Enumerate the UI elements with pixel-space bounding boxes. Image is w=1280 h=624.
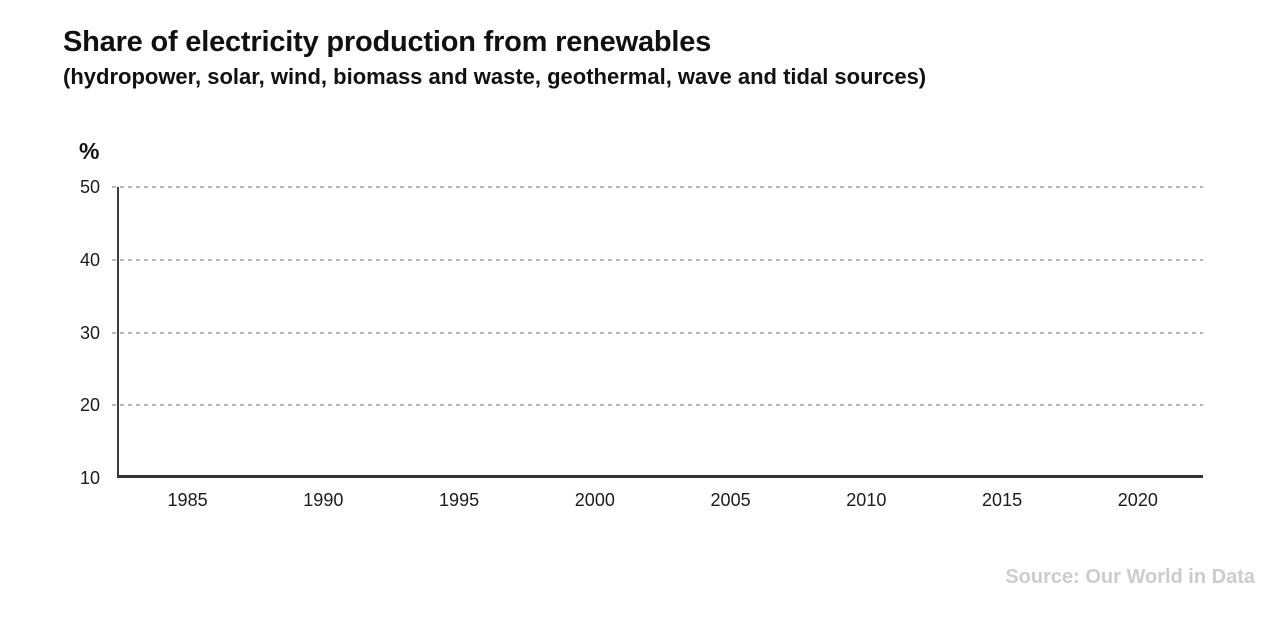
x-tick-label: 2000 [574,490,615,510]
chart-subtitle: (hydropower, solar, wind, biomass and wa… [63,64,927,89]
x-tick-label: 2005 [710,490,751,510]
y-tick-label: 50 [79,177,100,197]
gridline [112,404,1203,407]
x-tick-label: 1985 [167,490,208,510]
source-attribution: Source: Our World in Data [1005,566,1255,588]
x-axis-line [117,475,1203,478]
y-axis-unit-label: % [79,138,100,164]
gridline [112,186,1203,188]
chart-title: Share of electricity production from ren… [63,26,712,58]
y-tick-label: 30 [79,322,100,343]
x-tick-label: 2010 [846,490,887,510]
x-tick-label: 1995 [439,490,480,510]
x-tick-label: 2020 [1117,490,1158,510]
y-tick-label: 40 [79,249,100,270]
y-tick-label: 20 [79,395,100,416]
gridline [112,258,1203,261]
x-tick-label: 1990 [303,490,344,510]
plot-area: 10 20 30 40 50 1985 1990 1995 2000 2005 2010 2015 20… [80,177,1203,510]
y-tick-label: 10 [79,468,100,488]
x-tick-label: 2015 [982,490,1023,510]
gridline [112,331,1203,334]
